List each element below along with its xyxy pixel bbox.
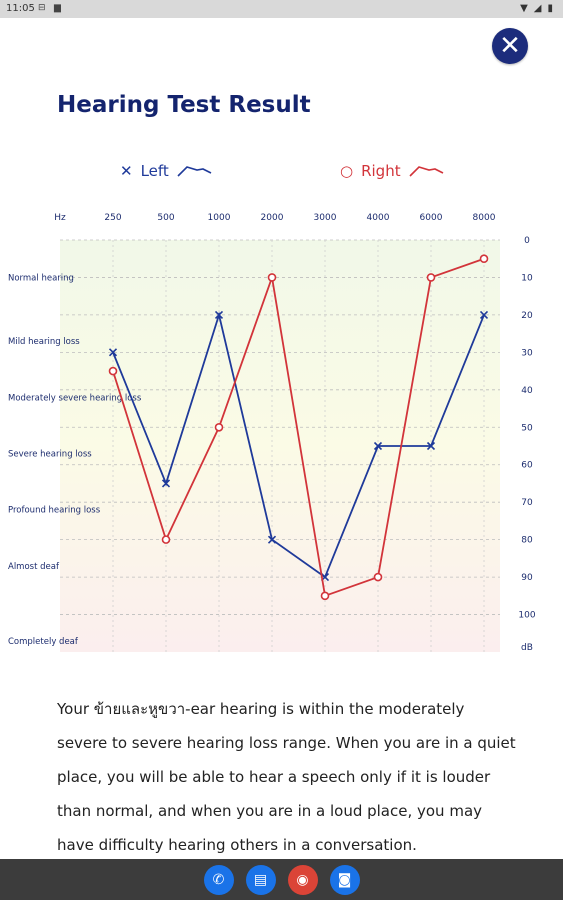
status-bar: 11:05 ⊟ ▆ ▼ ◢ ▮ bbox=[0, 0, 563, 18]
zone-label: Mild hearing loss bbox=[8, 337, 80, 347]
zone-label: Severe hearing loss bbox=[8, 449, 92, 459]
zone-label: Profound hearing loss bbox=[8, 506, 101, 516]
audiogram-chart: Hz 250 500 1000 2000 3000 4000 6000 8000 0 10 20 30 4… bbox=[8, 213, 536, 653]
taskbar: ✆ ▤ ◉ ◙ bbox=[0, 859, 563, 900]
y-unit-label: dB bbox=[521, 643, 533, 653]
x-tick-label: 250 bbox=[104, 213, 121, 223]
data-point-right bbox=[161, 535, 171, 544]
y-tick-label: 80 bbox=[521, 536, 533, 546]
y-tick-label: 60 bbox=[521, 461, 533, 471]
close-icon: ✕ bbox=[499, 31, 521, 61]
y-tick-label: 40 bbox=[521, 386, 533, 396]
status-right: ▼ ◢ ▮ bbox=[520, 3, 553, 14]
battery-saver-icon: ⊟ bbox=[38, 3, 46, 13]
y-tick-label: 20 bbox=[521, 311, 533, 321]
legend-left: ✕ Left bbox=[120, 162, 213, 180]
y-tick-label: 30 bbox=[521, 348, 533, 358]
data-point-right bbox=[214, 422, 224, 432]
y-tick-label: 70 bbox=[521, 498, 533, 508]
legend-left-line-icon bbox=[177, 166, 212, 177]
legend-right-line-icon bbox=[409, 166, 443, 177]
zone-label: Normal hearing bbox=[8, 273, 74, 283]
data-point-left bbox=[214, 310, 224, 319]
x-marker-icon: ✕ bbox=[120, 162, 133, 180]
legend-right: ○ Right bbox=[340, 162, 445, 180]
data-point-right bbox=[373, 572, 383, 582]
y-tick-label: 0 bbox=[524, 236, 530, 246]
y-tick-label: 50 bbox=[521, 423, 533, 433]
data-point-right bbox=[267, 273, 277, 282]
x-tick-label: 6000 bbox=[420, 213, 443, 223]
x-tick-label: 8000 bbox=[473, 213, 496, 223]
series-line-left bbox=[112, 311, 485, 579]
data-point-right bbox=[320, 591, 330, 601]
data-point-left bbox=[426, 441, 436, 451]
x-tick-label: 4000 bbox=[367, 213, 390, 223]
data-point-left bbox=[373, 441, 383, 451]
x-tick-label: 3000 bbox=[314, 213, 337, 223]
data-point-left bbox=[479, 310, 489, 319]
x-tick-label: 2000 bbox=[261, 213, 284, 223]
messages-app-icon[interactable]: ▤ bbox=[245, 864, 276, 895]
close-button[interactable]: ✕ bbox=[492, 28, 528, 64]
data-point-right bbox=[426, 273, 436, 282]
status-time: 11:05 bbox=[6, 3, 35, 14]
y-tick-label: 100 bbox=[518, 611, 535, 621]
battery-icon: ▮ bbox=[547, 3, 553, 14]
y-tick-label: 90 bbox=[521, 573, 533, 583]
chrome-app-icon[interactable]: ◉ bbox=[287, 864, 318, 895]
x-unit-label: Hz bbox=[54, 213, 66, 223]
zone-label: Completely deaf bbox=[8, 637, 79, 647]
data-point-left bbox=[161, 479, 171, 488]
zone-label: Moderately severe hearing loss bbox=[8, 393, 142, 403]
phone-app-icon[interactable]: ✆ bbox=[203, 864, 234, 895]
data-point-right bbox=[108, 366, 118, 376]
page-title: Hearing Test Result bbox=[57, 92, 311, 118]
sd-card-icon: ▆ bbox=[54, 3, 61, 13]
camera-app-icon[interactable]: ◙ bbox=[329, 864, 360, 895]
x-tick-label: 500 bbox=[157, 213, 174, 223]
result-description: Your ข้ายและหูขวา-ear hearing is within … bbox=[57, 700, 516, 854]
legend-right-label: Right bbox=[361, 162, 401, 180]
data-point-left bbox=[108, 348, 118, 357]
chart-background bbox=[60, 240, 500, 652]
legend-left-label: Left bbox=[140, 162, 169, 180]
x-tick-label: 1000 bbox=[208, 213, 231, 223]
y-tick-label: 10 bbox=[521, 273, 533, 283]
signal-icon: ◢ bbox=[533, 3, 542, 14]
series-line-right bbox=[112, 257, 485, 598]
o-marker-icon: ○ bbox=[340, 162, 354, 180]
data-point-left bbox=[267, 535, 277, 544]
zone-label: Almost deaf bbox=[8, 562, 60, 572]
wifi-icon: ▼ bbox=[520, 3, 528, 14]
data-point-right bbox=[479, 254, 489, 264]
